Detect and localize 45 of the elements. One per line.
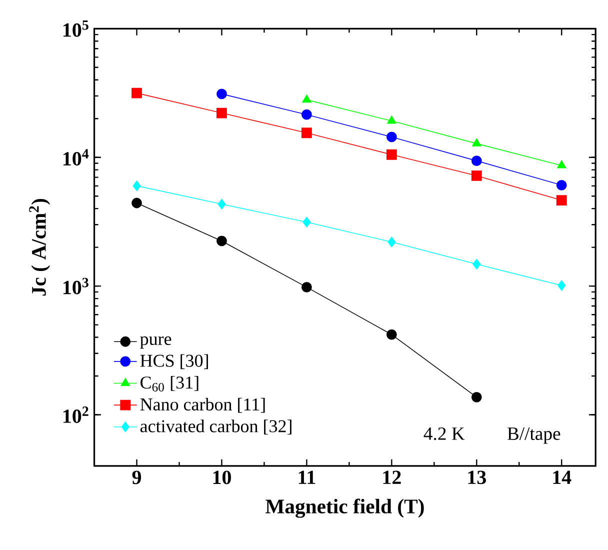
legend-label: HCS [30] (140, 354, 208, 370)
point (472, 138, 482, 146)
x-tick-label: 14 (553, 470, 572, 484)
x-tick-label: 13 (468, 470, 486, 484)
point (386, 329, 397, 340)
point (556, 180, 567, 190)
point (216, 236, 227, 246)
point (557, 160, 566, 168)
y-tick-label: 10$^{3}$ (64, 278, 88, 294)
y-axis-title: Jc ( A/cm$^{2}$) (29, 198, 50, 296)
x-axis-title: Magnetic field (T) (266, 498, 424, 518)
legend-label: pure (140, 336, 172, 349)
point (472, 258, 481, 270)
x-tick-label: 11 (298, 470, 316, 484)
point (558, 280, 566, 291)
point (132, 198, 142, 208)
legend-label: C$_{60}$ [31] (140, 376, 198, 392)
point (388, 236, 396, 248)
point (301, 128, 312, 138)
x-tick-label: 9 (132, 470, 142, 484)
y-tick-label: 10$^{5}$ (64, 20, 88, 37)
point (471, 170, 482, 181)
legend-label: activated carbon [32] (140, 420, 292, 435)
annotation: 4.2 K (424, 427, 465, 440)
annotation: B//tape (507, 427, 560, 444)
point (132, 180, 141, 192)
point (386, 132, 397, 142)
point (386, 149, 397, 160)
x-tick-label: 10 (213, 470, 231, 484)
point (471, 156, 482, 166)
point (301, 109, 312, 120)
point (301, 282, 312, 292)
point (218, 198, 226, 210)
point (302, 94, 312, 103)
point (471, 392, 482, 402)
y-tick-label: 10$^{4}$ (64, 149, 89, 166)
y-tick-label: 10$^{2}$ (64, 406, 88, 423)
point (302, 216, 311, 228)
point (216, 88, 227, 100)
point (556, 195, 567, 206)
point (387, 116, 396, 124)
x-tick-label: 12 (383, 470, 401, 484)
point (132, 88, 142, 98)
legend-label: Nano carbon [11] (140, 398, 265, 413)
point (216, 108, 227, 118)
